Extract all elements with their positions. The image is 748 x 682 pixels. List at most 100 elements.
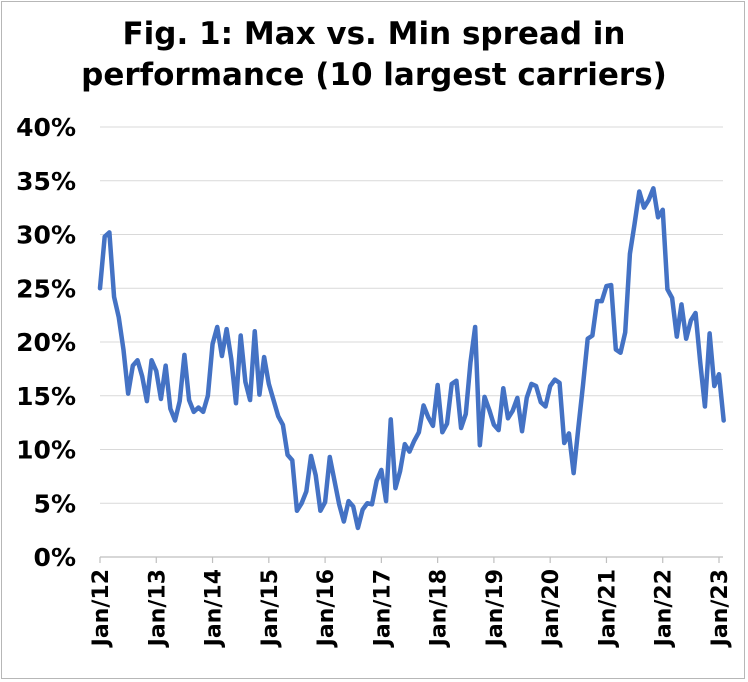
data-point (263, 356, 266, 359)
data-point (408, 450, 411, 453)
x-tick-label: Jan/13 (145, 569, 170, 648)
data-point (619, 351, 622, 354)
data-point (230, 358, 233, 361)
data-point (511, 409, 514, 412)
x-tick-label: Jan/15 (258, 569, 283, 648)
data-point (169, 407, 172, 410)
x-tick-label: Jan/16 (314, 569, 339, 648)
data-point (300, 502, 303, 505)
data-point (558, 381, 561, 384)
data-point (657, 216, 660, 219)
data-point (638, 190, 641, 193)
data-point (399, 470, 402, 473)
data-point (356, 526, 359, 529)
data-point (567, 432, 570, 435)
data-point (206, 394, 209, 397)
data-point (197, 406, 200, 409)
data-point (610, 284, 613, 287)
data-point (239, 334, 242, 337)
data-point (591, 334, 594, 337)
data-point (605, 285, 608, 288)
data-point (460, 427, 463, 430)
data-point (483, 395, 486, 398)
x-tick-label: Jan/23 (708, 569, 733, 648)
data-point (155, 370, 158, 373)
data-point (234, 402, 237, 405)
data-point (544, 405, 547, 408)
data-point (141, 375, 144, 378)
data-point (492, 423, 495, 426)
data-point (666, 288, 669, 291)
data-point (675, 335, 678, 338)
data-point (413, 439, 416, 442)
data-point (370, 503, 373, 506)
data-point (281, 423, 284, 426)
data-point (563, 442, 566, 445)
data-point (708, 332, 711, 335)
data-point (394, 487, 397, 490)
data-point (159, 397, 162, 400)
data-point (600, 300, 603, 303)
data-point (553, 378, 556, 381)
data-point (436, 384, 439, 387)
x-axis (99, 556, 723, 563)
x-tick-label: Jan/20 (539, 569, 564, 648)
x-axis-tick-labels: Jan/12 Jan/13 Jan/14 Jan/15 Jan/16 Jan/17 Jan/… (89, 569, 733, 648)
data-point (314, 474, 317, 477)
series-line (97, 186, 726, 531)
data-point (319, 509, 322, 512)
data-point (324, 501, 327, 504)
data-point (131, 364, 134, 367)
data-point (103, 235, 106, 238)
data-point (291, 459, 294, 462)
data-point (389, 418, 392, 421)
data-point (328, 456, 331, 459)
data-point (469, 361, 472, 364)
data-point (455, 379, 458, 382)
data-point (225, 328, 228, 331)
data-point (272, 399, 275, 402)
data-point (680, 303, 683, 306)
y-tick-label: 0% (34, 543, 76, 572)
data-point (699, 361, 702, 364)
data-point (211, 343, 214, 346)
data-point (539, 401, 542, 404)
y-tick-label: 15% (16, 382, 76, 411)
data-point (150, 359, 153, 362)
data-point (478, 444, 481, 447)
data-point (572, 472, 575, 475)
data-point (244, 380, 247, 383)
data-point (253, 330, 256, 333)
data-point (685, 337, 688, 340)
data-point (446, 422, 449, 425)
data-point (718, 373, 721, 376)
data-point (333, 479, 336, 482)
y-tick-label: 5% (34, 489, 76, 518)
data-point (183, 353, 186, 356)
data-point (385, 500, 388, 503)
y-axis-tick-labels: 0% 5% 10% 15% 20% 25% 30% 35% 40% (16, 113, 76, 572)
x-tick-label: Jan/21 (595, 569, 620, 648)
data-point (375, 479, 378, 482)
data-point (305, 490, 308, 493)
data-point (488, 408, 491, 411)
data-point (586, 337, 589, 340)
chart-title: Fig. 1: Max vs. Min spread in performanc… (81, 16, 667, 93)
data-point (624, 331, 627, 334)
data-point (703, 405, 706, 408)
data-point (286, 453, 289, 456)
data-point (661, 208, 664, 211)
data-point (347, 500, 350, 503)
data-point (174, 419, 177, 422)
x-tick-label: Jan/12 (89, 569, 114, 648)
y-tick-label: 35% (16, 167, 76, 196)
data-point (596, 300, 599, 303)
x-tick-label: Jan/19 (483, 569, 508, 648)
data-point (136, 359, 139, 362)
data-point (380, 468, 383, 471)
y-tick-label: 40% (16, 113, 76, 142)
data-point (516, 396, 519, 399)
data-point (117, 316, 120, 319)
data-point (582, 384, 585, 387)
